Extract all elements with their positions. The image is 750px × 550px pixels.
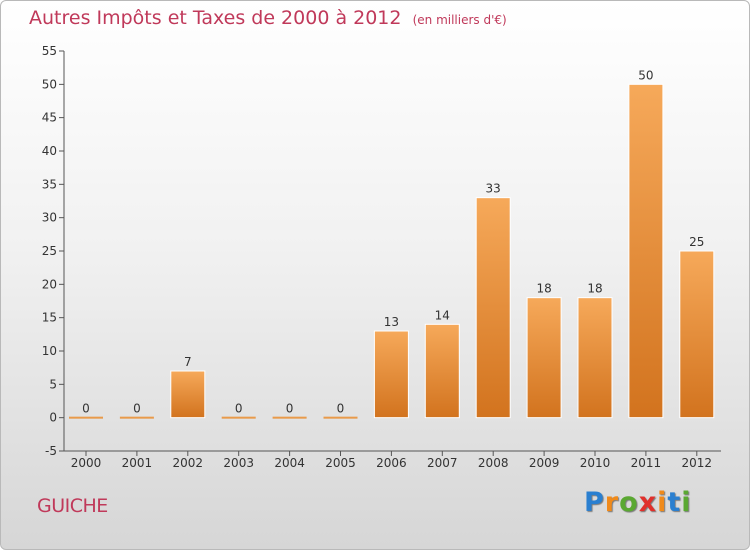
- bar: [170, 370, 206, 419]
- y-tick-label: 35: [42, 177, 57, 191]
- data-label: 18: [536, 282, 551, 296]
- chart-subtitle: (en milliers d'€): [412, 13, 507, 27]
- x-tick-label: 2009: [529, 456, 560, 470]
- axes: -5 0 5 10 15 20 25 30 35 40 45 50 55 2000 2001 2002 2003…: [42, 44, 721, 470]
- data-label: 13: [384, 315, 399, 329]
- bar: [69, 416, 103, 419]
- y-tick-label: 45: [42, 111, 57, 125]
- data-label: 0: [337, 402, 345, 416]
- bar: [373, 330, 409, 419]
- x-tick-label: 2001: [122, 456, 153, 470]
- y-tick-label: 55: [42, 44, 57, 58]
- x-tick-label: 2010: [580, 456, 611, 470]
- x-tick-label: 2011: [631, 456, 662, 470]
- x-tick-label: 2003: [223, 456, 254, 470]
- bar: [628, 83, 664, 419]
- x-tick-label: 2005: [325, 456, 356, 470]
- data-labels: 0 0 7 0 0 0 13 14 33 18 18 50 25: [82, 68, 704, 415]
- y-tick-label: 40: [42, 144, 57, 158]
- logo-letter: x: [638, 487, 658, 518]
- data-label: 0: [133, 402, 141, 416]
- x-tick-label: 2004: [274, 456, 305, 470]
- data-label: 25: [689, 235, 704, 249]
- y-tick-label: 5: [49, 377, 57, 391]
- data-label: 0: [82, 402, 90, 416]
- x-tick-label: 2012: [682, 456, 713, 470]
- bar: [526, 297, 562, 419]
- x-tick-label: 2000: [71, 456, 102, 470]
- logo-letter: P: [584, 487, 605, 518]
- data-label: 7: [184, 355, 192, 369]
- bar: [679, 250, 715, 419]
- bar: [424, 323, 460, 419]
- proxiti-logo: Proxiti: [584, 487, 692, 518]
- chart-title: Autres Impôts et Taxes de 2000 à 2012: [29, 7, 402, 29]
- data-label: 0: [286, 402, 294, 416]
- x-tick-label: 2008: [478, 456, 509, 470]
- commune-name: GUICHE: [37, 495, 108, 517]
- y-tick-label: 10: [42, 344, 57, 358]
- y-tick-label: 15: [42, 311, 57, 325]
- bar: [475, 197, 511, 419]
- bar: [577, 297, 613, 419]
- x-tick-label: 2007: [427, 456, 458, 470]
- y-tick-label: -5: [45, 444, 57, 458]
- y-tick-label: 30: [42, 211, 57, 225]
- data-label: 33: [486, 182, 501, 196]
- logo-letter: i: [681, 487, 692, 518]
- x-tick-label: 2002: [173, 456, 204, 470]
- x-tick-label: 2006: [376, 456, 407, 470]
- y-tick-label: 0: [49, 411, 57, 425]
- data-label: 14: [435, 308, 450, 322]
- logo-letter: i: [657, 487, 668, 518]
- bar: [272, 416, 307, 419]
- data-label: 18: [587, 282, 602, 296]
- logo-letter: t: [667, 487, 682, 518]
- bar: [323, 416, 358, 419]
- logo-letter: o: [619, 487, 639, 518]
- y-tick-label: 50: [42, 77, 57, 91]
- title-row: Autres Impôts et Taxes de 2000 à 2012 (e…: [29, 7, 507, 29]
- bar: [221, 416, 256, 419]
- bars: [69, 83, 715, 419]
- y-tick-label: 20: [42, 277, 57, 291]
- logo-letter: r: [604, 487, 620, 518]
- data-label: 50: [638, 68, 653, 82]
- data-label: 0: [235, 402, 243, 416]
- y-tick-label: 25: [42, 244, 57, 258]
- bar: [119, 416, 154, 419]
